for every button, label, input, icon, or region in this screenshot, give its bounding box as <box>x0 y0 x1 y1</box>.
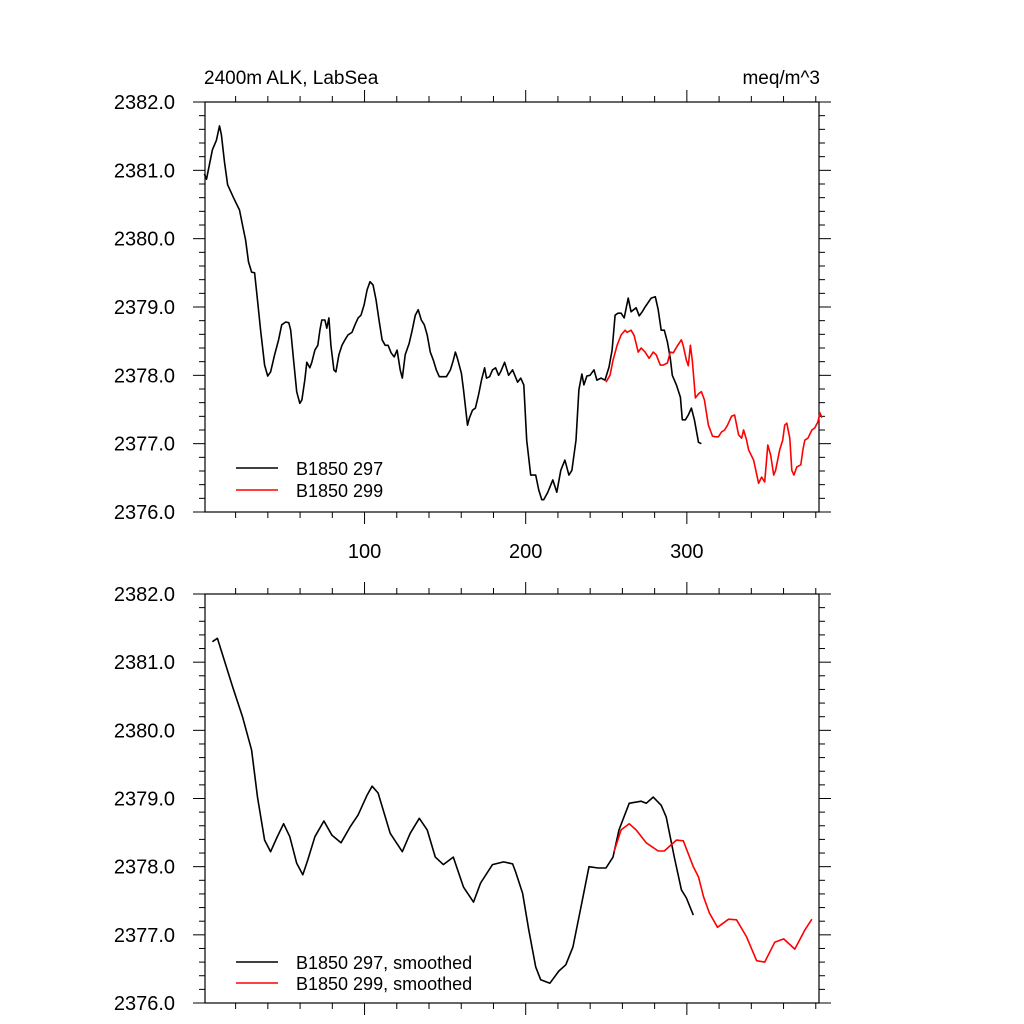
chart-title-right: meq/m^3 <box>742 68 820 89</box>
y-tick-label: 2376.0 <box>114 993 175 1015</box>
chart-title-left: 2400m ALK, LabSea <box>204 68 379 89</box>
x-tick-label: 200 <box>509 541 542 563</box>
y-tick-label: 2381.0 <box>114 652 175 674</box>
series-line-b1850-299 <box>605 329 823 485</box>
series-line-b1850-299-smoothed <box>613 822 813 963</box>
y-tick-label: 2378.0 <box>114 365 175 387</box>
legend-label: B1850 299, smoothed <box>296 974 472 994</box>
x-tick-label: 100 <box>348 541 381 563</box>
y-tick-label: 2378.0 <box>114 857 175 879</box>
plot-frame <box>204 593 820 1004</box>
y-tick-label: 2377.0 <box>114 925 175 947</box>
y-tick-label: 2382.0 <box>114 584 175 606</box>
y-tick-label: 2379.0 <box>114 789 175 811</box>
plot-frame <box>204 101 820 513</box>
legend-label: B1850 297 <box>296 459 383 479</box>
legend-label: B1850 299 <box>296 481 383 501</box>
y-tick-label: 2381.0 <box>114 160 175 182</box>
top-panel: 2376.0 2377.0 2378.0 2379.0 2380.0 2381.0 2382… <box>114 90 831 563</box>
y-tick-label: 2377.0 <box>114 434 175 456</box>
legend-label: B1850 297, smoothed <box>296 953 472 973</box>
bottom-panel: 2376.0 2377.0 2378.0 2379.0 2380.0 2381.0 2382… <box>114 582 831 1015</box>
series-line-b1850-297 <box>203 125 702 501</box>
y-tick-label: 2376.0 <box>114 502 175 524</box>
y-tick-label: 2379.0 <box>114 297 175 319</box>
y-tick-label: 2380.0 <box>114 720 175 742</box>
x-tick-label: 300 <box>670 541 703 563</box>
y-tick-label: 2380.0 <box>114 229 175 251</box>
y-tick-label: 2382.0 <box>114 92 175 114</box>
series-line-b1850-297-smoothed <box>211 637 695 985</box>
